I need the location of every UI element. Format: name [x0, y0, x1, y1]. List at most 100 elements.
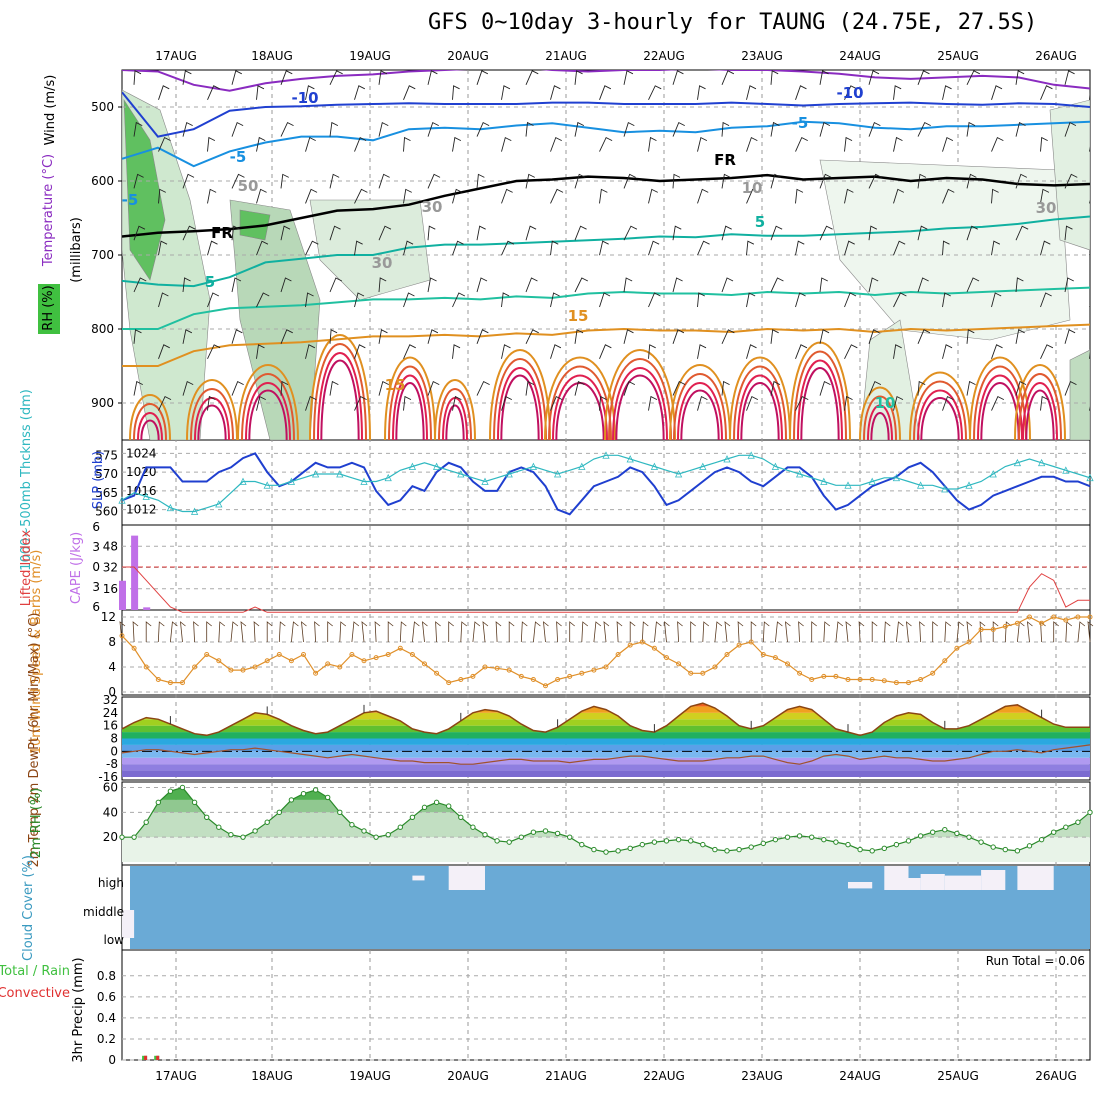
- isotherm-warm-cell: [673, 373, 727, 440]
- wind-barb: [623, 70, 634, 85]
- wind-barb: [1064, 121, 1077, 137]
- wind-barb: [991, 240, 1001, 256]
- rh-shading: [819, 159, 1071, 341]
- wind-tick: 0: [108, 685, 116, 699]
- wind-barb: [256, 188, 267, 204]
- wind-barb: [305, 136, 316, 152]
- day-label-bottom: 21AUG: [545, 1069, 587, 1083]
- slp-axis-label: SLP (mb): [91, 451, 106, 510]
- thickness-marker: [916, 481, 925, 489]
- wind-barb: [917, 225, 928, 241]
- wind-barb: [231, 277, 242, 293]
- wind-barb: [133, 277, 147, 293]
- wind-barb: [452, 188, 463, 204]
- wind-speed-marker: [942, 658, 948, 664]
- wind-barb: [207, 136, 216, 152]
- temp-tick: 24: [103, 706, 118, 720]
- rh-axis-label: RH (%): [41, 285, 56, 330]
- wind-barb: [476, 225, 486, 241]
- wind-barb: [942, 240, 950, 256]
- rh-marker: [917, 833, 924, 839]
- surface-wind-barb: [206, 621, 212, 642]
- wind-speed-marker: [252, 664, 258, 670]
- wind-barb: [501, 188, 513, 204]
- surface-wind-barb: [230, 621, 239, 643]
- rh-marker: [905, 838, 912, 844]
- wind-barb: [746, 188, 759, 204]
- wind-barb: [819, 173, 832, 189]
- surface-wind-barb: [992, 621, 999, 642]
- surface-wind-barb: [278, 621, 286, 643]
- surface-wind-barb: [1077, 621, 1086, 643]
- wind-barb: [991, 395, 1005, 411]
- isotherm-warm-cell: [241, 373, 295, 440]
- surface-wind-barb: [737, 621, 744, 643]
- wind-barb: [844, 136, 853, 152]
- isotherm-warm-cell: [615, 374, 665, 440]
- wind-barb: [599, 344, 612, 359]
- temp-tick: 8: [110, 732, 118, 746]
- wind-speed-marker: [192, 664, 198, 670]
- surface-wind-barb: [508, 621, 515, 642]
- wind-barb: [403, 240, 414, 256]
- wind-barb: [1040, 136, 1048, 152]
- rh-marker: [954, 830, 960, 837]
- thickness-marker: [844, 481, 852, 489]
- surface-wind-barb: [775, 621, 783, 643]
- wind-tick: 12: [101, 610, 116, 624]
- wind-barb: [329, 380, 339, 396]
- wind-speed-marker: [228, 667, 234, 673]
- wind-barb: [1089, 199, 1090, 204]
- precip-bar-convective: [144, 1055, 148, 1060]
- isotherm-warm-cell: [608, 358, 672, 440]
- wind-barb: [746, 395, 759, 411]
- temp-band: [122, 738, 1090, 745]
- temp-line: [121, 702, 1090, 737]
- surface-wind-barb: [1004, 621, 1012, 643]
- wind-barb: [648, 136, 657, 152]
- wind-barb: [378, 225, 392, 241]
- wind-barb: [305, 292, 314, 308]
- surface-wind-barb: [629, 621, 636, 642]
- rh-marker: [325, 794, 331, 801]
- isotherm-warm-cell: [237, 364, 299, 440]
- wind-speed-marker: [555, 677, 561, 682]
- wind-barb: [648, 292, 661, 308]
- rh-marker: [821, 836, 827, 843]
- surface-wind-barb: [495, 621, 502, 643]
- cloud-clear-block: [884, 866, 909, 890]
- wind-speed-marker: [119, 633, 125, 639]
- wind-barb: [1015, 173, 1028, 189]
- wind-barb: [305, 344, 316, 359]
- wind-speed-marker: [688, 670, 694, 676]
- wind-speed-marker: [736, 642, 742, 648]
- chart-title: GFS 0~10day 3-hourly for TAUNG (24.75E, …: [428, 10, 1038, 35]
- temp-band: [122, 764, 1090, 771]
- wind-barb: [231, 225, 240, 241]
- wind-barb: [329, 329, 338, 344]
- temp-band: [122, 770, 1090, 777]
- wind-barb: [182, 225, 196, 241]
- wind-speed-marker: [1027, 614, 1032, 620]
- wind-barb: [770, 277, 784, 293]
- wind-speed-marker: [1002, 623, 1008, 629]
- isotherm-warm-cell: [190, 388, 234, 440]
- day-label-top: 26AUG: [1035, 49, 1077, 63]
- precip-tick: 0.6: [97, 990, 116, 1004]
- temp-tick: -8: [106, 757, 118, 771]
- thickness-marker: [287, 477, 296, 485]
- wind-barb: [378, 277, 387, 293]
- thickness-marker: [723, 455, 731, 463]
- wind-barb: [697, 395, 708, 411]
- wind-barb: [721, 329, 735, 344]
- thickness-marker: [626, 455, 634, 463]
- thickness-marker: [868, 477, 876, 485]
- isotherm-warm-cell: [245, 382, 291, 440]
- wind-barb: [427, 380, 440, 396]
- dewpoint-line: [121, 744, 1091, 765]
- wind-barb: [868, 329, 880, 344]
- wind-barb: [893, 395, 904, 411]
- wind-barb: [354, 188, 368, 204]
- thickness-marker: [190, 507, 199, 515]
- isotherm-warm-cell: [384, 356, 436, 440]
